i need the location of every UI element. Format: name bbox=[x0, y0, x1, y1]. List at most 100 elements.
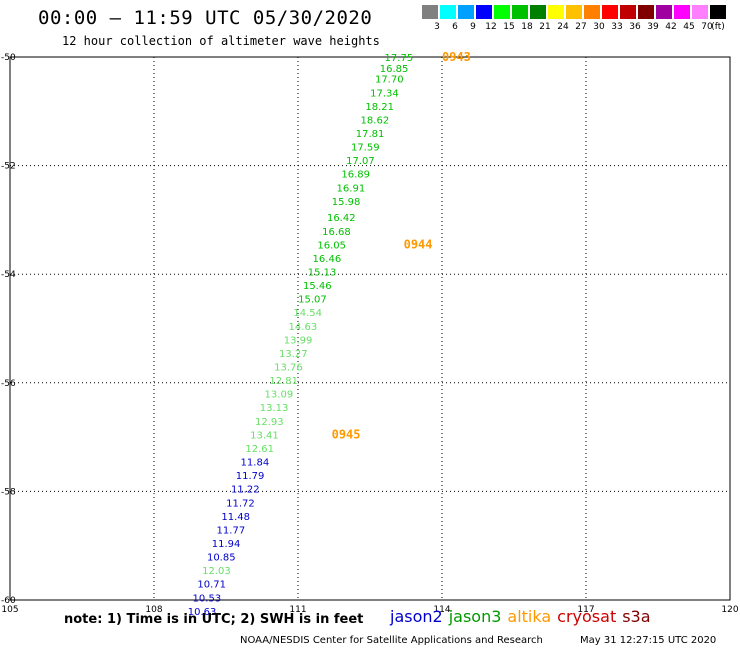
note-text: note: 1) Time is in UTC; 2) SWH is in fe… bbox=[64, 612, 364, 627]
wave-height-point: 17.59 bbox=[351, 143, 380, 154]
wave-height-point: 12.03 bbox=[202, 566, 231, 577]
wave-height-point: 16.05 bbox=[317, 240, 346, 251]
wave-height-point: 13.13 bbox=[260, 403, 289, 414]
longitude-tick-label: 111 bbox=[289, 605, 306, 615]
scale-swatch bbox=[512, 5, 528, 19]
latitude-tick-label: -60 bbox=[1, 596, 16, 606]
scale-label: 3 bbox=[434, 22, 440, 32]
generated-timestamp: May 31 12:27:15 UTC 2020 bbox=[580, 635, 717, 646]
wave-height-point: 11.48 bbox=[221, 512, 250, 523]
wave-height-point: 11.79 bbox=[236, 471, 265, 482]
wave-height-point: 15.13 bbox=[308, 267, 337, 278]
time-label: 0944 bbox=[404, 237, 433, 251]
wave-height-point: 16.68 bbox=[322, 227, 351, 238]
wave-height-point: 16.42 bbox=[327, 213, 356, 224]
scale-label: 30 bbox=[593, 22, 605, 32]
wave-height-point: 10.71 bbox=[197, 580, 226, 591]
wave-height-point: 11.84 bbox=[241, 458, 270, 469]
scale-label: 70 bbox=[701, 22, 713, 32]
scale-label: 24 bbox=[557, 22, 569, 32]
scale-swatch bbox=[710, 5, 726, 19]
scale-label: 42 bbox=[665, 22, 677, 32]
wave-height-point: 10.85 bbox=[207, 553, 236, 564]
legend-item: cryosat bbox=[557, 607, 617, 626]
time-label: 0943 bbox=[442, 50, 471, 64]
wave-height-point: 15.46 bbox=[303, 281, 332, 292]
wave-height-point: 12.81 bbox=[269, 376, 298, 387]
scale-label: 9 bbox=[470, 22, 476, 32]
scale-swatch bbox=[566, 5, 582, 19]
latitude-tick-label: -54 bbox=[1, 270, 16, 280]
wave-height-point: 11.72 bbox=[226, 498, 255, 509]
page-title: 00:00 – 11:59 UTC 05/30/2020 bbox=[38, 7, 373, 29]
scale-unit-label: (ft) bbox=[711, 22, 725, 32]
scale-swatch bbox=[476, 5, 492, 19]
wave-height-point: 17.07 bbox=[346, 156, 375, 167]
legend-item: s3a bbox=[622, 607, 651, 626]
scale-label: 18 bbox=[521, 22, 533, 32]
wave-height-point: 15.98 bbox=[332, 197, 361, 208]
scale-swatch bbox=[458, 5, 474, 19]
wave-height-point: 13.41 bbox=[250, 430, 279, 441]
latitude-tick-label: -50 bbox=[1, 53, 16, 63]
scale-label: 21 bbox=[539, 22, 551, 32]
wave-height-point: 14.54 bbox=[293, 308, 322, 319]
wave-height-point: 16.85 bbox=[380, 64, 409, 75]
scale-swatch bbox=[638, 5, 654, 19]
scale-swatch bbox=[548, 5, 564, 19]
wave-height-point: 16.89 bbox=[341, 170, 370, 181]
wave-height-point: 13.09 bbox=[265, 390, 294, 401]
credit-text: NOAA/NESDIS Center for Satellite Applica… bbox=[240, 635, 543, 646]
scale-label: 27 bbox=[575, 22, 587, 32]
scale-swatch bbox=[602, 5, 618, 19]
scale-swatch bbox=[620, 5, 636, 19]
wave-height-point: 14.63 bbox=[289, 322, 318, 333]
latitude-tick-label: -52 bbox=[1, 162, 16, 172]
scale-swatch bbox=[530, 5, 546, 19]
longitude-tick-label: 108 bbox=[145, 605, 162, 615]
wave-height-point: 17.34 bbox=[370, 88, 399, 99]
wave-height-point: 11.94 bbox=[212, 539, 241, 550]
scale-swatch bbox=[692, 5, 708, 19]
wave-height-point: 10.63 bbox=[188, 607, 217, 618]
satellite-legend: jason2 jason3 altika cryosat s3a bbox=[390, 607, 657, 626]
wave-height-point: 12.61 bbox=[245, 444, 274, 455]
wave-height-point: 11.77 bbox=[217, 525, 246, 536]
longitude-tick-label: 120 bbox=[721, 605, 738, 615]
wave-height-point: 13.99 bbox=[284, 335, 313, 346]
scale-label: 12 bbox=[485, 22, 497, 32]
scale-swatch bbox=[584, 5, 600, 19]
scale-label: 15 bbox=[503, 22, 515, 32]
wave-height-point: 18.62 bbox=[361, 115, 390, 126]
legend-item: jason3 bbox=[448, 607, 502, 626]
longitude-tick-label: 114 bbox=[433, 605, 450, 615]
scale-swatch bbox=[656, 5, 672, 19]
map-frame bbox=[9, 56, 731, 601]
scale-swatch bbox=[422, 5, 438, 19]
wave-height-point: 17.70 bbox=[375, 75, 404, 86]
wave-height-point: 12.93 bbox=[255, 417, 284, 428]
wave-height-point: 16.91 bbox=[337, 183, 366, 194]
wave-height-point: 13.76 bbox=[274, 363, 303, 374]
scale-swatch bbox=[494, 5, 510, 19]
wave-height-point: 16.46 bbox=[313, 254, 342, 265]
wave-height-point: 10.53 bbox=[193, 593, 222, 604]
scale-label: 39 bbox=[647, 22, 659, 32]
legend-item: altika bbox=[507, 607, 552, 626]
wave-height-point: 18.21 bbox=[365, 102, 394, 113]
wave-height-point: 17.81 bbox=[356, 129, 385, 140]
wave-height-point: 17.75 bbox=[385, 53, 414, 64]
scale-swatch bbox=[674, 5, 690, 19]
scale-swatch bbox=[440, 5, 456, 19]
legend-item: jason2 bbox=[390, 607, 443, 626]
latitude-tick-label: -58 bbox=[1, 487, 16, 497]
wave-height-point: 11.22 bbox=[231, 485, 260, 496]
scale-label: 6 bbox=[452, 22, 458, 32]
wave-height-point: 13.27 bbox=[279, 349, 308, 360]
page-subtitle: 12 hour collection of altimeter wave hei… bbox=[62, 34, 380, 48]
wave-height-point: 15.07 bbox=[298, 295, 327, 306]
longitude-tick-label: 105 bbox=[1, 605, 18, 615]
scale-label: 36 bbox=[629, 22, 641, 32]
latitude-tick-label: -56 bbox=[1, 379, 16, 389]
